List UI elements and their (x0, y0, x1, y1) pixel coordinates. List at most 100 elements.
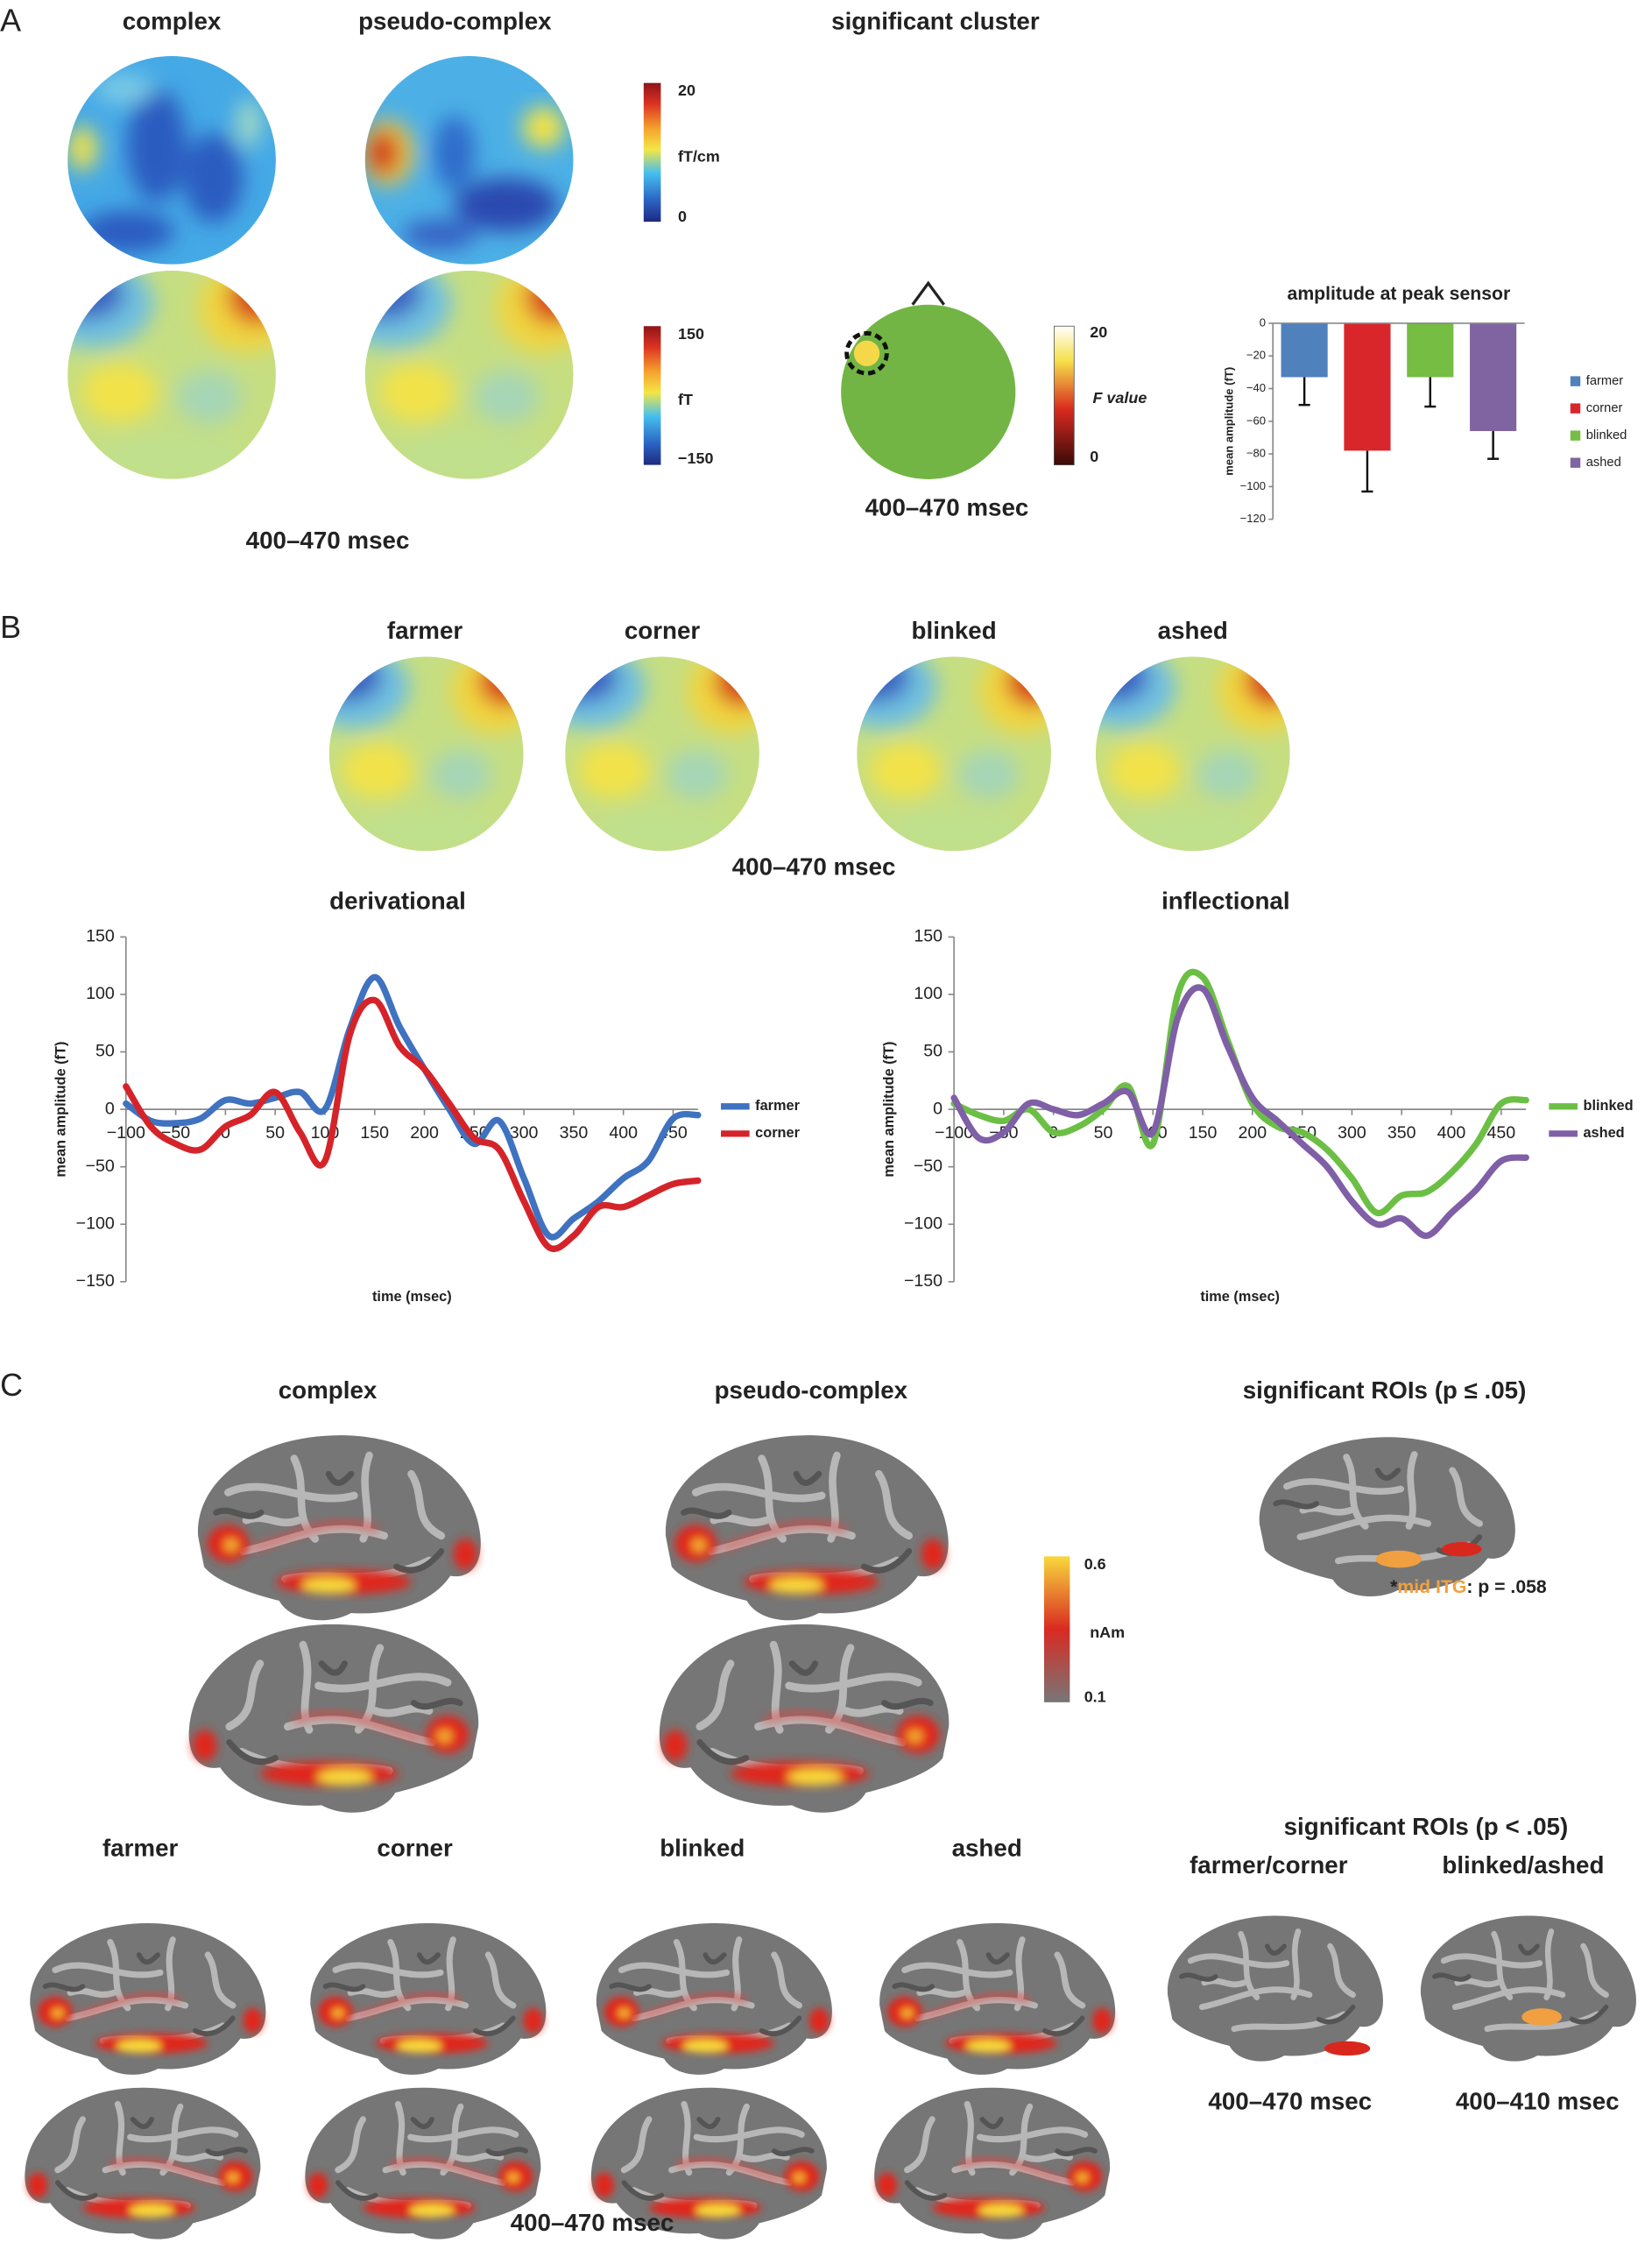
brain-map (189, 1624, 479, 1813)
brain-title: complex (279, 1376, 378, 1404)
map-title: ashed (1158, 617, 1228, 644)
legend-label: blinked (1586, 428, 1627, 442)
panel-label: B (0, 609, 21, 645)
legend-swatch (1570, 430, 1581, 441)
time-window: 400–470 msec (1208, 2087, 1372, 2114)
y-tick-label: −50 (86, 1157, 115, 1176)
bar (1344, 322, 1391, 451)
brain-map (25, 2088, 260, 2239)
y-tick-label: 0 (1260, 315, 1266, 329)
x-tick-label: 50 (1094, 1123, 1113, 1143)
panel-label: A (0, 3, 21, 39)
y-tick-label: −150 (76, 1271, 115, 1291)
brain-title: pseudo-complex (715, 1376, 908, 1404)
brain-roi (1260, 1437, 1515, 1596)
y-tick-label: 50 (923, 1042, 942, 1061)
chart-title: amplitude at peak sensor (1288, 284, 1511, 304)
x-tick-label: 450 (1486, 1123, 1515, 1143)
time-window: 400–470 msec (865, 494, 1029, 521)
y-tick-label: 0 (933, 1099, 942, 1118)
x-tick-label: 300 (1338, 1123, 1366, 1143)
y-tick-label: 100 (86, 984, 115, 1003)
map-title: farmer (387, 617, 463, 644)
brain-map (666, 1435, 949, 1620)
topomap (1065, 646, 1307, 851)
x-axis-label: time (msec) (372, 1289, 452, 1305)
colorbar-unit: F value (1092, 389, 1147, 407)
x-tick-label: 400 (609, 1123, 638, 1143)
legend-swatch (1570, 403, 1581, 414)
roi-patch (1521, 2008, 1562, 2026)
legend-label: farmer (755, 1098, 800, 1114)
y-axis-label: mean amplitude (fT) (881, 1042, 897, 1178)
roi-title: significant ROIs (p < .05) (1284, 1813, 1569, 1840)
legend-label: ashed (1586, 456, 1621, 470)
colorbar-max: 20 (1090, 323, 1107, 341)
roi-patch (1375, 1550, 1422, 1568)
legend-swatch (1570, 457, 1581, 468)
colorbar-min: −150 (678, 449, 713, 467)
colorbar-max: 20 (678, 81, 695, 99)
y-tick-label: 150 (914, 927, 942, 946)
y-tick-label: −80 (1246, 447, 1266, 460)
time-window: 400–470 msec (732, 853, 896, 880)
time-window: 400–470 msec (511, 2209, 674, 2236)
map-title: blinked (912, 617, 997, 644)
brain-title: corner (377, 1834, 453, 1861)
y-tick-label: −20 (1246, 349, 1266, 362)
y-tick-label: 100 (914, 984, 942, 1003)
roi-pair: blinked/ashed (1442, 1851, 1604, 1879)
brain-map (198, 1435, 481, 1620)
cluster (853, 340, 880, 366)
y-axis-label: mean amplitude (fT) (53, 1042, 69, 1178)
time-window: 400–410 msec (1456, 2087, 1620, 2114)
y-axis-label: mean amplitude (fT) (1223, 367, 1236, 476)
brain-map (660, 1624, 950, 1813)
x-tick-label: 350 (1387, 1123, 1416, 1143)
colorbar-min: 0 (1090, 448, 1098, 465)
brain-roi (1168, 1915, 1383, 2061)
topomap (67, 56, 276, 265)
brain-map (597, 1923, 832, 2075)
roi-pair: farmer/corner (1190, 1851, 1348, 1879)
topomap (361, 56, 574, 265)
brain-map (310, 1923, 546, 2075)
topomap (299, 646, 540, 851)
x-tick-label: 400 (1437, 1123, 1466, 1143)
colorbar-unit: fT (678, 391, 693, 408)
roi-title: significant ROIs (p ≤ .05) (1243, 1376, 1527, 1404)
colorbar (1043, 1556, 1070, 1702)
y-tick-label: 150 (86, 927, 115, 946)
colorbar (643, 326, 661, 465)
chart-title: inflectional (1161, 888, 1289, 915)
legend-label: corner (755, 1125, 800, 1141)
brain-map (30, 1923, 265, 2075)
x-tick-label: −100 (935, 1123, 973, 1143)
x-axis-label: time (msec) (1200, 1289, 1280, 1305)
topomap (826, 646, 1068, 851)
y-tick-label: −100 (76, 1213, 115, 1233)
y-tick-label: −50 (914, 1157, 942, 1176)
colorbar-max: 0.6 (1084, 1555, 1106, 1573)
colorbar (1054, 325, 1075, 466)
colorbar-min: 0 (678, 208, 687, 225)
colorbar (643, 82, 661, 223)
y-tick-label: −40 (1246, 381, 1266, 394)
x-tick-label: 200 (1239, 1123, 1267, 1143)
colorbar-max: 150 (678, 325, 704, 343)
roi-note: *mid ITG: p = .058 (1390, 1577, 1547, 1597)
y-tick-label: 0 (105, 1099, 115, 1118)
topomap (332, 258, 590, 478)
map-title: pseudo-complex (358, 7, 552, 34)
cluster-outline (844, 330, 889, 376)
y-tick-label: −100 (904, 1213, 942, 1233)
cluster-head (841, 304, 1016, 479)
brain-title: ashed (952, 1834, 1022, 1861)
chart-title: derivational (329, 888, 466, 915)
x-tick-label: 350 (560, 1123, 589, 1143)
series-line (950, 984, 1529, 1240)
x-tick-label: 50 (265, 1123, 285, 1143)
y-tick-label: −60 (1246, 414, 1266, 427)
bar (1470, 322, 1517, 431)
